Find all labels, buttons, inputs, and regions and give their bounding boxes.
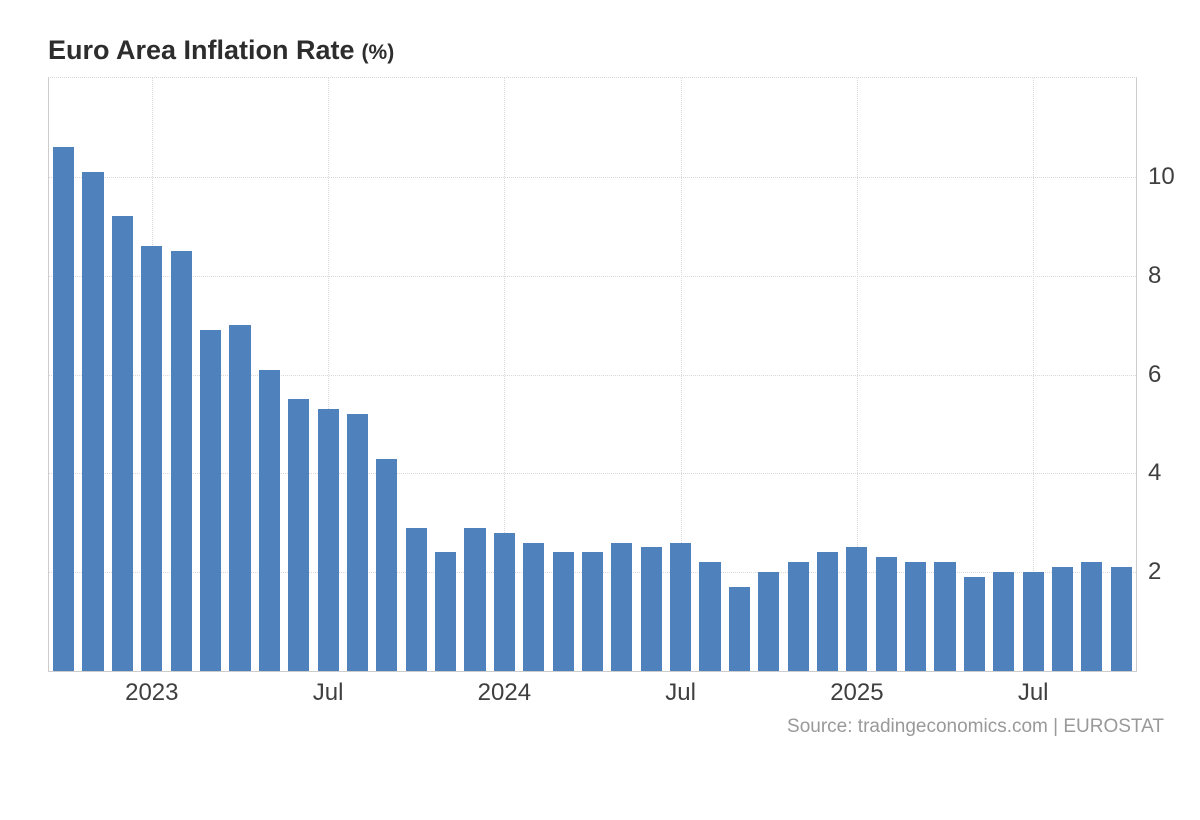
- y-tick-label: 8: [1148, 261, 1162, 289]
- y-tick-label: 6: [1148, 360, 1162, 388]
- y-gridline: [49, 176, 1136, 178]
- bar[interactable]: [1081, 562, 1103, 671]
- x-axis: 2023 Jul 2024 Jul 2025 Jul: [49, 679, 1136, 711]
- bar[interactable]: [640, 547, 662, 671]
- bar[interactable]: [1022, 572, 1044, 671]
- bar[interactable]: [993, 572, 1015, 671]
- x-tick-label: Jul: [1017, 679, 1049, 706]
- bar[interactable]: [464, 527, 486, 671]
- x-gridline: [680, 78, 682, 671]
- bar[interactable]: [523, 542, 545, 671]
- bar[interactable]: [346, 414, 369, 671]
- x-gridline: [856, 78, 858, 671]
- bar[interactable]: [816, 552, 839, 671]
- x-tick-label: Jul: [312, 679, 344, 706]
- x-tick-label: Jul: [665, 679, 696, 706]
- y-axis: 2 4 6 8 10: [1148, 78, 1200, 671]
- bar[interactable]: [405, 527, 427, 671]
- y-tick-label: 4: [1148, 459, 1162, 487]
- bar[interactable]: [934, 562, 956, 671]
- chart-title-text: Euro Area Inflation Rate: [48, 35, 355, 65]
- source-attribution: Source: tradingeconomics.com | EUROSTAT: [787, 716, 1164, 737]
- bar[interactable]: [728, 587, 750, 671]
- y-gridline: [49, 275, 1136, 277]
- chart-title-unit: (%): [361, 41, 395, 64]
- x-tick-label: 2025: [830, 679, 884, 706]
- bar[interactable]: [699, 562, 721, 671]
- bar[interactable]: [552, 552, 574, 671]
- y-tick-label: 2: [1148, 558, 1162, 586]
- bar[interactable]: [787, 562, 809, 671]
- bar[interactable]: [200, 330, 222, 671]
- bar[interactable]: [288, 399, 310, 671]
- plot-area[interactable]: [48, 77, 1137, 672]
- bar[interactable]: [376, 458, 398, 671]
- bar[interactable]: [111, 216, 133, 671]
- y-gridline: [49, 473, 1136, 475]
- bar[interactable]: [1110, 567, 1132, 671]
- y-gridline: [49, 374, 1136, 376]
- y-tick-label: 10: [1148, 162, 1175, 190]
- bar[interactable]: [670, 542, 692, 671]
- bar[interactable]: [875, 557, 897, 671]
- bar[interactable]: [905, 562, 927, 671]
- bar[interactable]: [1051, 567, 1074, 671]
- bar[interactable]: [435, 552, 457, 671]
- x-gridline: [504, 78, 506, 671]
- bar[interactable]: [846, 547, 868, 671]
- x-gridline: [328, 78, 330, 671]
- bar[interactable]: [963, 577, 985, 671]
- bar[interactable]: [493, 532, 515, 671]
- x-gridline: [1033, 78, 1035, 671]
- bar[interactable]: [611, 542, 633, 671]
- bar[interactable]: [317, 409, 339, 671]
- bar[interactable]: [258, 369, 280, 671]
- x-tick-label: 2023: [125, 679, 179, 706]
- bar[interactable]: [758, 572, 780, 671]
- bar[interactable]: [170, 250, 192, 671]
- x-tick-label: 2024: [477, 679, 532, 706]
- bar[interactable]: [229, 325, 251, 671]
- bar[interactable]: [141, 246, 163, 671]
- bar[interactable]: [581, 552, 604, 671]
- chart-title: Euro Area Inflation Rate (%): [48, 34, 394, 69]
- bar[interactable]: [82, 171, 104, 671]
- bar[interactable]: [53, 147, 75, 671]
